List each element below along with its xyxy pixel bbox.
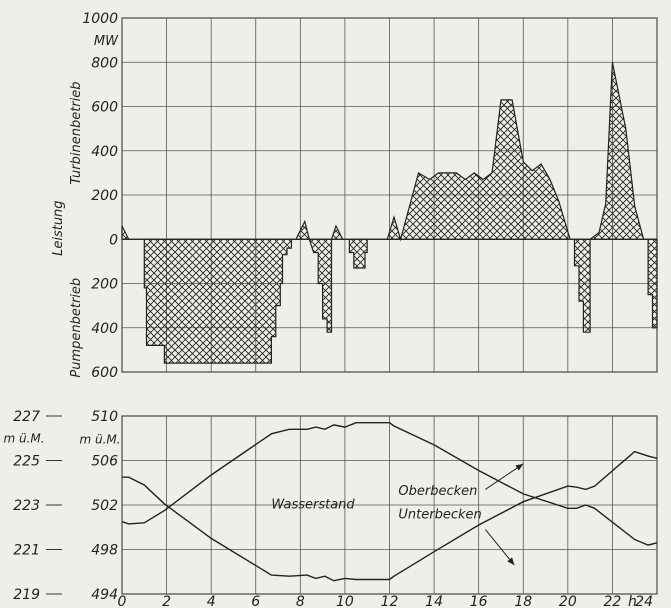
x-tick-label: 16 — [470, 594, 488, 608]
power-y-tick-label: 600 — [91, 365, 118, 381]
x-tick-label: 24 — [635, 594, 653, 608]
power-y-tick-label: 200 — [91, 277, 118, 293]
lower-basin-line — [121, 422, 658, 546]
power-y-tick-label: 200 — [91, 188, 118, 204]
upper-basin-label: Oberbecken — [398, 484, 477, 499]
x-tick-label: 4 — [207, 594, 216, 608]
right-unit-label: m ü.M. — [79, 432, 120, 446]
x-tick-label: 8 — [296, 594, 305, 608]
x-axis-unit: h — [628, 594, 637, 608]
water-level-lines — [121, 422, 658, 582]
x-tick-label: 12 — [381, 594, 399, 608]
x-tick-label: 2 — [162, 594, 171, 608]
left-y-ticks: 219 221 223 225 227 — [13, 409, 62, 603]
right-y-tick-label: 506 — [91, 454, 118, 470]
power-unit-label: MW — [94, 34, 119, 49]
lower-basin-label: Unterbecken — [398, 507, 481, 522]
left-y-tick-label: 223 — [13, 498, 40, 514]
power-chart: 1000 800 600 400 200 0 200 400 600 MW Leistung T… — [51, 11, 658, 381]
power-y-ticks: 1000 800 600 400 200 0 200 400 600 — [82, 11, 118, 381]
upper-basin-arrow-head — [515, 463, 524, 471]
x-tick-label: 14 — [425, 594, 443, 608]
x-tick-label: 6 — [251, 594, 260, 608]
left-unit-label: m ü.M. — [3, 431, 44, 445]
x-tick-label: 20 — [559, 594, 577, 608]
left-y-tick-label: 219 — [13, 587, 40, 603]
x-tick-label: 18 — [514, 594, 532, 608]
water-level-grid — [121, 415, 658, 595]
water-level-annotation: Wasserstand — [271, 497, 355, 512]
right-y-tick-label: 510 — [91, 409, 118, 425]
power-y-axis-title: Leistung — [51, 200, 66, 255]
power-y-tick-label: 1000 — [82, 11, 118, 27]
left-y-tick-label: 225 — [13, 454, 40, 470]
left-y-tick-label: 227 — [13, 409, 40, 425]
power-y-tick-label: 800 — [91, 55, 118, 71]
pump-mode-label: Pumpenbetrieb — [69, 278, 84, 378]
upper-basin-line — [122, 450, 658, 582]
x-tick-label: 22 — [604, 594, 622, 608]
x-ticks: 0 2 4 6 8 10 12 14 16 18 20 22 24 — [118, 594, 653, 608]
right-y-tick-label: 502 — [91, 498, 118, 514]
left-y-tick-label: 221 — [13, 543, 40, 559]
upper-basin-arrow — [485, 463, 524, 490]
power-y-tick-label: 600 — [91, 100, 118, 116]
power-y-tick-label: 400 — [91, 321, 118, 337]
right-y-tick-label: 498 — [91, 543, 118, 559]
lower-basin-arrow-head — [507, 557, 515, 566]
lower-basin-arrow — [484, 529, 515, 566]
turbine-mode-label: Turbinenbetrieb — [69, 81, 84, 184]
x-tick-label: 0 — [118, 594, 127, 608]
power-y-tick-label: 0 — [109, 232, 118, 248]
annotation-arrows — [484, 463, 524, 566]
power-y-tick-label: 400 — [91, 144, 118, 160]
right-y-ticks: 494 498 502 506 510 — [91, 409, 118, 603]
x-tick-label: 10 — [336, 594, 354, 608]
right-y-tick-label: 494 — [91, 587, 118, 603]
